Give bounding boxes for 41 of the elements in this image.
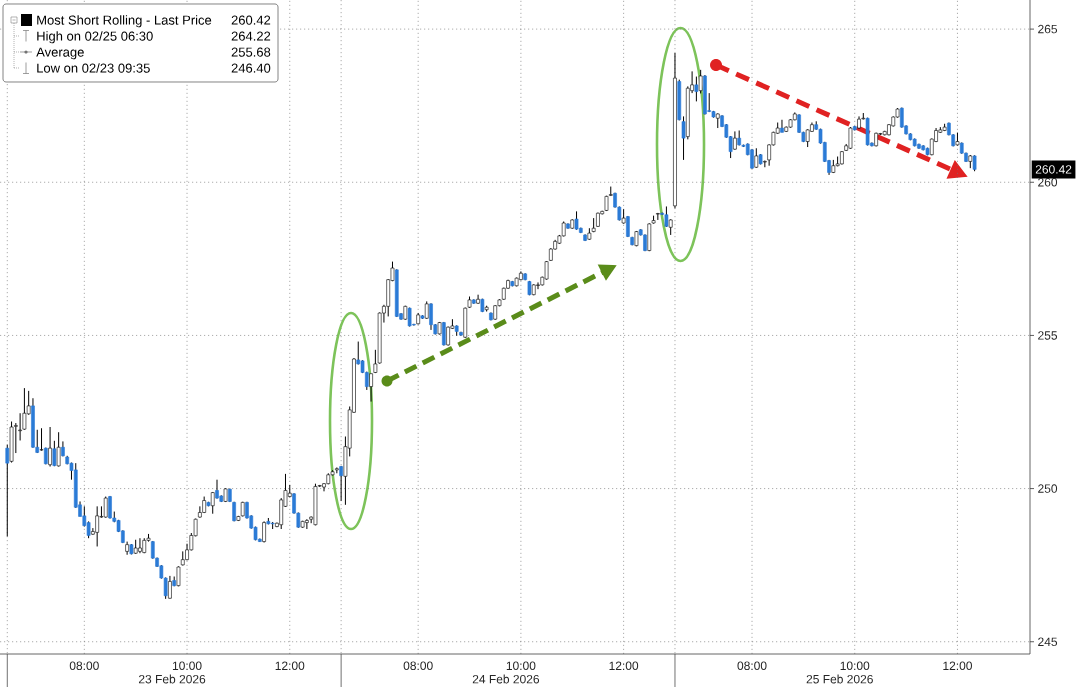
candlestick (664, 205, 669, 228)
x-tick-label: 12:00 (943, 661, 972, 671)
candlestick (656, 212, 660, 221)
candlestick (574, 210, 579, 231)
annotation: 255.68 (231, 47, 271, 57)
candlestick (763, 160, 767, 168)
candlestick (733, 130, 737, 151)
text: 24 Feb 2026 (472, 674, 540, 684)
x-tick-label: 12:00 (609, 661, 639, 671)
x-tick-label: 08:00 (737, 661, 767, 671)
x-tick-label: 10:00 (840, 661, 870, 671)
annotation: 264.22 (231, 31, 271, 41)
candlestick (56, 431, 61, 468)
candlestick (780, 119, 784, 133)
candlestick (754, 147, 759, 169)
annotation: High on 02/25 06:30 (37, 31, 153, 44)
candlestick (446, 326, 450, 347)
text: 260.42 (1035, 165, 1072, 174)
y-tick-label: 250 (1038, 484, 1058, 493)
x-tick-label: 10:00 (172, 661, 202, 671)
annotation: Low on 02/23 09:35 (37, 63, 150, 73)
candlestick (168, 575, 172, 600)
annotation: Average (36, 47, 84, 60)
y-tick-label: 255 (1038, 331, 1058, 340)
candlestick (369, 373, 373, 403)
text: 23 Feb 2026 (138, 674, 206, 684)
y-tick-label: 260 (1038, 178, 1058, 187)
candlestick (48, 426, 52, 468)
x-tick-label: 12:00 (275, 661, 305, 671)
x-tick-label: 10:00 (506, 661, 536, 671)
annotation: 260.42 (231, 15, 271, 25)
y-tick-label: 265 (1038, 24, 1058, 34)
candlestick (39, 427, 44, 452)
x-tick-label: 08:00 (69, 661, 99, 671)
candlestick (429, 302, 433, 331)
candlestick (848, 126, 853, 150)
legend-label: Most Short Rolling - Last Price (37, 15, 212, 28)
y-tick-label: 245 (1038, 637, 1058, 646)
annotation: 246.40 (231, 63, 271, 73)
text: 25 Feb 2026 (806, 674, 873, 684)
x-tick-label: 08:00 (403, 661, 433, 671)
